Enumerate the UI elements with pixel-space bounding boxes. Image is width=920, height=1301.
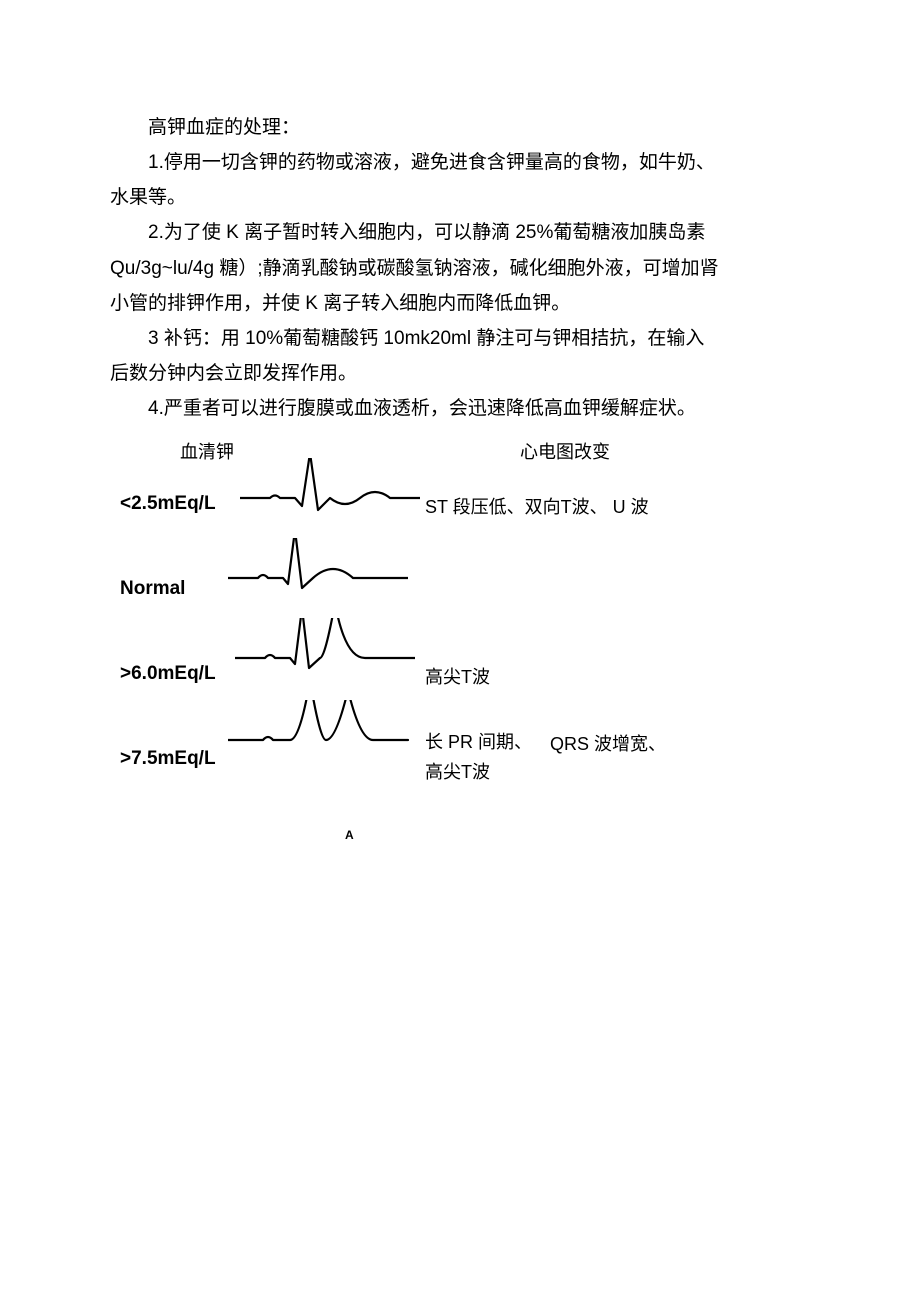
ecg-desc-high-k: 高尖T波 xyxy=(425,663,490,689)
k-level-low: <2.5mEq/L xyxy=(120,493,216,515)
ecg-diagram: 血清钾 心电图改变 <2.5mEq/L ST 段压低、双向T波、 U 波 Nor… xyxy=(120,438,800,838)
paragraph-1-line1: 1.停用一切含钾的药物或溶液，避免进食含钾量高的食物，如牛奶、 xyxy=(110,145,810,180)
paragraph-2-line2: Qu/3g~lu/4g 糖）;静滴乳酸钠或碳酸氢钠溶液，碱化细胞外液，可增加肾 xyxy=(110,251,810,286)
diagram-header-left: 血清钾 xyxy=(180,438,234,464)
ecg-desc-low-k: ST 段压低、双向T波、 U 波 xyxy=(425,493,649,519)
ecg-wave-very-high-k xyxy=(228,700,418,775)
paragraph-2-line3: 小管的排钾作用，并使 K 离子转入细胞内而降低血钾。 xyxy=(110,286,810,321)
diagram-header-right: 心电图改变 xyxy=(520,438,610,464)
k-level-high: >6.0mEq/L xyxy=(120,663,216,685)
ecg-wave-high-k xyxy=(235,618,415,688)
paragraph-1-line2: 水果等。 xyxy=(110,180,810,215)
k-level-normal: Normal xyxy=(120,578,185,600)
paragraph-3-line1: 3 补钙：用 10%葡萄糖酸钙 10mk20ml 静注可与钾相拮抗，在输入 xyxy=(110,321,810,356)
ecg-desc-vhigh-line2: QRS 波增宽、 xyxy=(550,730,666,756)
ecg-desc-vhigh-line1: 长 PR 间期、 xyxy=(425,728,532,754)
paragraph-3-line2: 后数分钟内会立即发挥作用。 xyxy=(110,356,810,391)
diagram-footer-letter: A xyxy=(345,828,354,842)
paragraph-4: 4.严重者可以进行腹膜或血液透析，会迅速降低高血钾缓解症状。 xyxy=(110,391,810,426)
section-title: 高钾血症的处理： xyxy=(110,110,810,145)
ecg-desc-vhigh-line3: 高尖T波 xyxy=(425,758,490,784)
ecg-wave-normal xyxy=(228,538,408,608)
paragraph-2-line1: 2.为了使 K 离子暂时转入细胞内，可以静滴 25%葡萄糖液加胰岛素 xyxy=(110,215,810,250)
ecg-wave-low-k xyxy=(240,458,420,528)
k-level-very-high: >7.5mEq/L xyxy=(120,748,216,770)
